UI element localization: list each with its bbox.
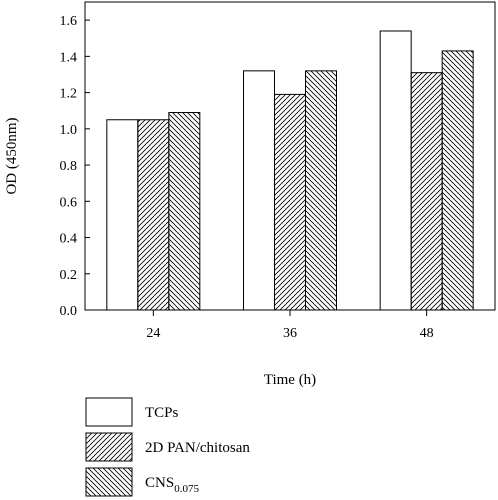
bar-2d-pan-chitosan-48 <box>410 72 443 311</box>
y-tick-label: 1.6 <box>60 14 78 29</box>
x-tick-label: 48 <box>420 326 434 341</box>
bar-tcps-48 <box>379 30 412 311</box>
y-tick-label: 1.0 <box>60 123 78 138</box>
legend-label-1: 2D PAN/chitosan <box>145 440 250 456</box>
bar-2d-pan-chitosan-24 <box>137 119 170 311</box>
bar-cns-36 <box>305 70 337 311</box>
y-axis-title: OD (450nm) <box>4 117 20 194</box>
y-axis: 0.0 0.2 0.4 0.6 0.8 1.0 1.2 1.4 1.6 <box>60 14 90 319</box>
x-tick-label: 24 <box>146 326 160 341</box>
bar-2d-pan-chitosan-36 <box>274 93 306 311</box>
y-tick-label: 1.2 <box>60 87 78 102</box>
legend: TCPs 2D PAN/chitosan CNS0.075 <box>85 397 250 497</box>
legend-label-0: TCPs <box>145 405 179 421</box>
legend-label-text: TCPs <box>145 405 179 421</box>
legend-swatch-0 <box>85 397 133 427</box>
y-tick-label: 0.0 <box>60 304 78 319</box>
x-tick-label: 36 <box>283 326 297 341</box>
legend-label-subscript: 0.075 <box>174 483 199 495</box>
x-axis-title: Time (h) <box>264 372 316 388</box>
legend-swatch-1 <box>85 432 133 462</box>
bar-cns-48 <box>441 50 474 311</box>
legend-label-text: 2D PAN/chitosan <box>145 440 250 456</box>
legend-label-2: CNS0.075 <box>145 475 199 495</box>
bars-group <box>106 30 474 311</box>
y-tick-label: 0.4 <box>60 232 78 247</box>
y-tick-label: 1.4 <box>60 50 78 65</box>
y-tick-label: 0.8 <box>60 159 78 174</box>
bar-cns-24 <box>168 112 201 311</box>
bar-tcps-36 <box>243 70 275 311</box>
y-tick-label: 0.6 <box>60 195 78 210</box>
legend-label-text: CNS <box>145 475 174 491</box>
legend-swatch-2 <box>85 467 133 497</box>
y-tick-label: 0.2 <box>60 268 78 283</box>
bar-tcps-24 <box>106 119 139 311</box>
x-axis: 24 36 48 <box>146 310 434 341</box>
